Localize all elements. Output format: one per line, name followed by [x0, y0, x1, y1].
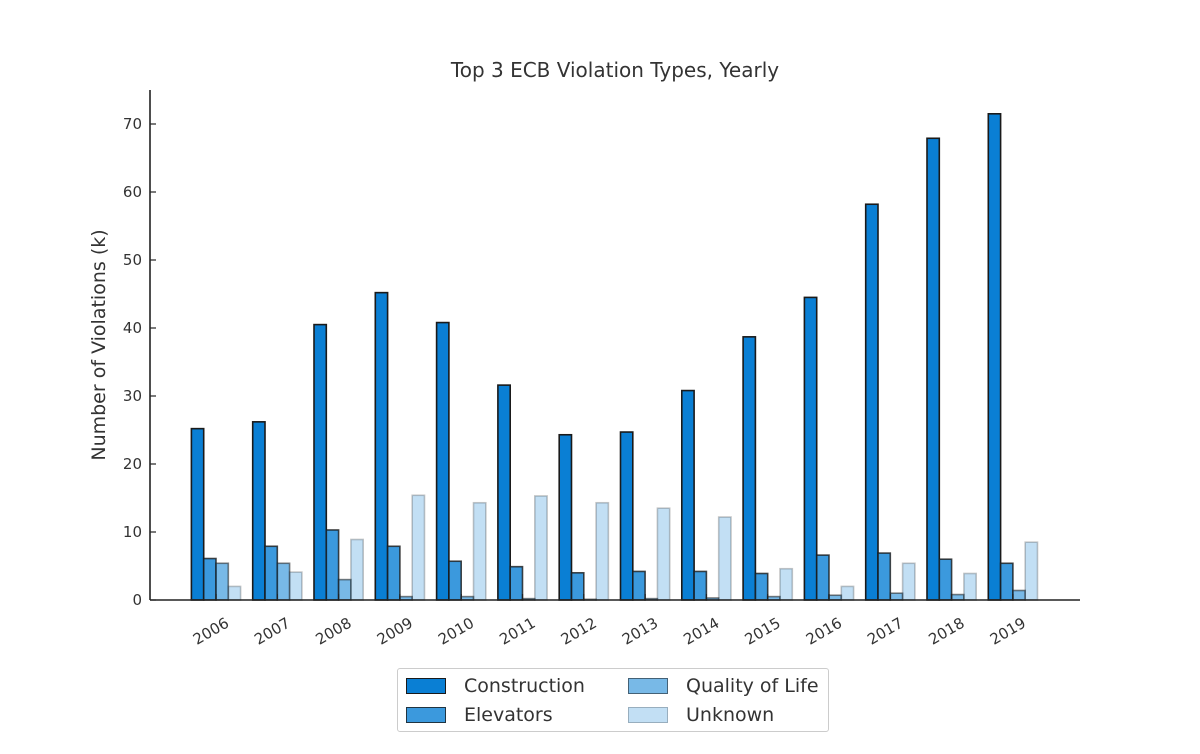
- bar-unknown-2013: [656, 507, 671, 601]
- bar-elevators-2018: [938, 558, 953, 601]
- bar-elevators-2006: [202, 557, 217, 601]
- bar-construction-2007: [251, 421, 266, 601]
- x-tick-label-2011: 2011: [496, 614, 538, 649]
- bar-construction-2018: [926, 137, 941, 601]
- y-tick-label-20: 20: [123, 455, 142, 473]
- bar-construction-2006: [190, 427, 205, 601]
- bar-unknown-2012: [595, 501, 610, 601]
- legend-label-elevators: Elevators: [464, 704, 553, 726]
- x-tick-label-2009: 2009: [374, 614, 416, 649]
- bar-elevators-2016: [815, 554, 830, 601]
- bar-construction-2017: [864, 203, 879, 601]
- bar-quality-of-life-2007: [276, 562, 291, 601]
- bar-quality-of-life-2019: [1012, 589, 1027, 601]
- bar-elevators-2014: [693, 570, 708, 601]
- bar-unknown-2017: [901, 562, 916, 601]
- bar-elevators-2010: [448, 560, 462, 601]
- bar-construction-2016: [803, 296, 818, 601]
- bar-unknown-2010: [472, 501, 487, 601]
- y-tick-label-50: 50: [123, 251, 142, 269]
- y-tick-label-10: 10: [123, 523, 142, 541]
- bar-construction-2011: [497, 384, 511, 601]
- y-tick-label-30: 30: [123, 387, 142, 405]
- bar-elevators-2013: [631, 570, 646, 601]
- x-tick-label-2012: 2012: [558, 614, 600, 649]
- legend-item-unknown: Unknown: [628, 704, 774, 726]
- bar-elevators-2012: [570, 571, 585, 601]
- legend-item-elevators: Elevators: [406, 704, 553, 726]
- x-tick-label-2008: 2008: [313, 614, 355, 649]
- bars-layer: [190, 113, 1039, 601]
- legend-item-quality-of-life: Quality of Life: [628, 675, 819, 697]
- bar-elevators-2009: [386, 545, 401, 601]
- bar-elevators-2015: [754, 572, 769, 601]
- y-tick-label-40: 40: [123, 319, 142, 337]
- legend-label-construction: Construction: [464, 675, 585, 697]
- bar-elevators-2008: [325, 529, 340, 601]
- legend-swatch-construction: [406, 678, 446, 694]
- legend-swatch-unknown: [628, 707, 668, 723]
- bar-unknown-2008: [350, 538, 364, 601]
- legend-item-construction: Construction: [406, 675, 585, 697]
- bar-quality-of-life-2018: [950, 593, 965, 601]
- bar-unknown-2014: [717, 516, 732, 601]
- bar-unknown-2011: [533, 495, 548, 601]
- bar-quality-of-life-2017: [889, 592, 904, 601]
- legend-label-quality-of-life: Quality of Life: [686, 675, 819, 697]
- bar-unknown-2018: [963, 572, 978, 601]
- legend-swatch-elevators: [406, 707, 446, 723]
- x-tick-label-2018: 2018: [926, 614, 968, 649]
- x-tick-label-2013: 2013: [619, 614, 661, 649]
- chart-title: Top 3 ECB Violation Types, Yearly: [450, 58, 779, 82]
- bar-unknown-2006: [227, 585, 242, 601]
- x-tick-label-2010: 2010: [435, 614, 477, 649]
- bar-unknown-2019: [1024, 541, 1039, 601]
- bar-construction-2008: [313, 323, 328, 601]
- bar-construction-2019: [987, 113, 1002, 601]
- bar-quality-of-life-2006: [215, 562, 230, 601]
- bar-construction-2015: [742, 336, 757, 601]
- legend-label-unknown: Unknown: [686, 704, 775, 726]
- x-tick-label-2007: 2007: [251, 614, 293, 649]
- bar-unknown-2016: [840, 585, 855, 601]
- y-tick-label-60: 60: [123, 183, 142, 201]
- bar-quality-of-life-2008: [337, 578, 352, 601]
- legend-swatch-quality-of-life: [628, 678, 668, 694]
- bar-elevators-2011: [509, 565, 524, 601]
- bar-elevators-2007: [264, 545, 279, 601]
- bar-construction-2014: [680, 389, 695, 601]
- x-tick-label-2014: 2014: [680, 614, 722, 649]
- bar-construction-2013: [619, 431, 634, 601]
- x-tick-label-2017: 2017: [864, 614, 906, 649]
- bar-unknown-2007: [288, 571, 303, 601]
- x-tick-label-2016: 2016: [803, 614, 845, 649]
- x-tick-label-2006: 2006: [190, 614, 232, 649]
- bar-construction-2010: [435, 321, 450, 601]
- legend: Construction Elevators Quality of Life U…: [397, 668, 829, 732]
- y-tick-label-0: 0: [132, 591, 142, 609]
- bar-construction-2009: [374, 291, 389, 601]
- y-tick-label-70: 70: [123, 115, 142, 133]
- bar-elevators-2017: [877, 552, 892, 601]
- bar-construction-2012: [558, 433, 573, 601]
- bar-elevators-2019: [999, 562, 1014, 601]
- bar-unknown-2015: [779, 567, 794, 601]
- y-axis-label: Number of Violations (k): [88, 229, 110, 460]
- x-tick-label-2015: 2015: [742, 614, 784, 649]
- x-tick-label-2019: 2019: [987, 614, 1029, 649]
- bar-unknown-2009: [411, 494, 426, 601]
